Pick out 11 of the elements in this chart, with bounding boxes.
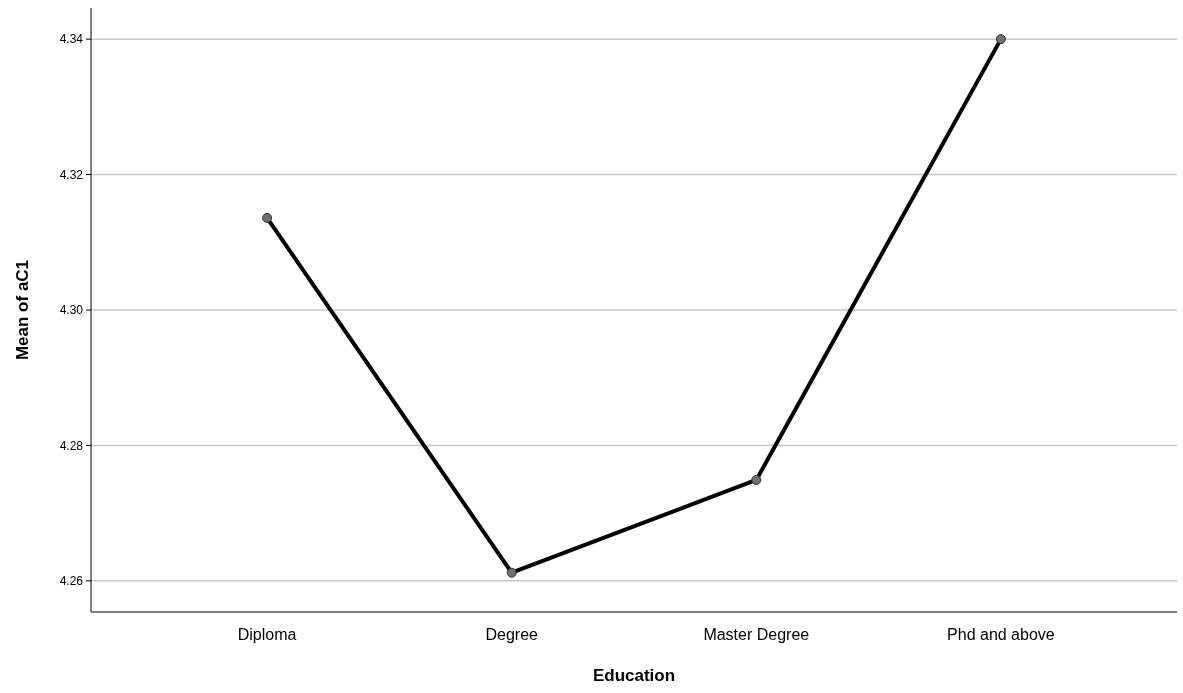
x-tick-label: Master Degree xyxy=(703,626,810,643)
x-tick-label: Diploma xyxy=(237,626,297,643)
y-tick-label: 4.30 xyxy=(59,303,84,318)
x-tick-label: Phd and above xyxy=(947,626,1055,643)
y-tick-label: 4.32 xyxy=(59,167,84,182)
x-axis-title: Education xyxy=(592,666,676,685)
x-tick-label: Degree xyxy=(485,626,539,643)
y-tick-label: 4.26 xyxy=(59,574,84,589)
y-tick-label: 4.28 xyxy=(59,438,84,453)
y-axis-title: Mean of aC1 xyxy=(13,259,32,361)
y-tick-label: 4.34 xyxy=(59,32,84,47)
